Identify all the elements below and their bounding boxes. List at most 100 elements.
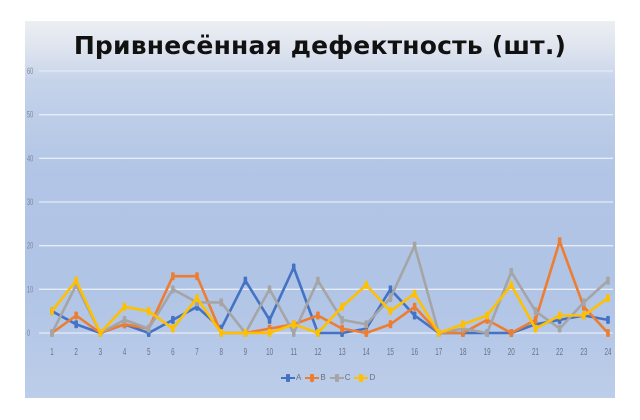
data-point <box>533 324 538 333</box>
data-point <box>243 329 248 337</box>
data-point <box>171 324 175 333</box>
x-tick-label: 18 <box>459 345 466 357</box>
data-point <box>582 311 586 320</box>
x-tick-label: 21 <box>532 345 539 357</box>
x-tick-label: 23 <box>580 345 587 357</box>
data-point <box>219 329 224 337</box>
legend: A B C D <box>281 373 375 382</box>
legend-item-d: D <box>354 373 375 382</box>
data-point <box>122 315 127 324</box>
x-tick-label: 16 <box>411 345 418 357</box>
series-d <box>50 276 610 337</box>
x-tick-label: 3 <box>99 345 103 357</box>
series-c <box>50 241 610 337</box>
data-point <box>557 311 562 320</box>
data-point <box>606 276 610 285</box>
legend-line-marker-icon <box>329 373 344 382</box>
data-point <box>316 311 320 320</box>
data-point <box>509 280 514 289</box>
data-point <box>291 263 296 272</box>
data-point <box>267 329 272 337</box>
data-point <box>291 329 296 337</box>
data-point <box>74 276 78 285</box>
legend-label: C <box>344 373 351 382</box>
legend-item-b: B <box>305 373 326 382</box>
x-tick-label: 7 <box>195 345 199 357</box>
y-tick-label: 0 <box>27 328 30 339</box>
y-axis-labels: 0 10 20 30 40 50 60 <box>27 66 33 339</box>
x-axis-labels: 1 2 3 4 5 6 7 8 9 10 11 12 13 14 15 16 17 18 19 20 21 22 23 24 <box>50 345 611 357</box>
data-point <box>146 324 151 333</box>
data-point <box>485 329 489 337</box>
data-point <box>219 298 224 307</box>
data-point <box>412 241 417 250</box>
data-point <box>340 315 344 324</box>
data-point <box>388 294 393 303</box>
x-tick-label: 10 <box>266 345 273 357</box>
legend-label: D <box>369 373 376 382</box>
x-tick-label: 9 <box>244 345 248 357</box>
data-point <box>195 272 199 281</box>
x-tick-label: 8 <box>219 345 223 357</box>
data-point <box>316 276 320 285</box>
data-point <box>195 294 199 303</box>
x-tick-label: 1 <box>50 345 54 357</box>
data-point <box>582 298 586 307</box>
x-tick-label: 2 <box>74 345 78 357</box>
data-point <box>146 307 151 316</box>
data-point <box>50 307 54 316</box>
data-point <box>557 237 562 246</box>
legend-item-a: A <box>281 373 301 382</box>
data-point <box>291 320 296 329</box>
x-tick-label: 5 <box>147 345 151 357</box>
x-tick-label: 13 <box>339 345 346 357</box>
x-tick-label: 11 <box>290 345 297 357</box>
x-tick-label: 6 <box>171 345 175 357</box>
data-point <box>388 320 393 329</box>
legend-label: B <box>320 373 326 382</box>
y-tick-label: 20 <box>27 240 33 251</box>
x-tick-label: 14 <box>363 345 370 357</box>
legend-item-c: C <box>329 373 351 382</box>
data-point <box>74 311 78 320</box>
legend-label: A <box>296 373 302 382</box>
legend-line-marker-icon <box>354 373 369 382</box>
data-point <box>171 285 175 294</box>
x-tick-label: 12 <box>314 345 321 357</box>
data-point <box>50 329 54 337</box>
data-point <box>388 285 393 294</box>
data-point <box>267 285 272 294</box>
data-point <box>74 320 78 329</box>
data-point <box>412 289 417 298</box>
gridlines <box>39 70 613 334</box>
y-tick-label: 10 <box>27 284 33 295</box>
data-point <box>485 311 489 320</box>
x-tick-label: 24 <box>605 345 612 357</box>
data-point <box>436 329 441 337</box>
data-point <box>243 276 248 285</box>
chart-title: Привнесённая дефектность (шт.) <box>73 31 567 60</box>
chart-area: Привнесённая дефектность (шт.) 0 10 20 30 40… <box>25 21 615 398</box>
data-point <box>364 320 369 329</box>
data-point <box>533 315 538 324</box>
data-point <box>606 315 610 324</box>
x-tick-label: 19 <box>484 345 491 357</box>
data-point <box>171 315 175 324</box>
data-point <box>509 329 514 337</box>
data-point <box>364 329 369 337</box>
data-point <box>412 302 417 311</box>
data-point <box>533 307 538 316</box>
x-tick-label: 15 <box>387 345 394 357</box>
data-point <box>606 329 610 337</box>
data-point <box>122 302 127 311</box>
data-point <box>509 267 514 276</box>
x-tick-label: 4 <box>123 345 127 357</box>
x-tick-label: 20 <box>508 345 515 357</box>
legend-line-marker-icon <box>305 373 320 382</box>
data-point <box>606 294 610 303</box>
data-point <box>340 324 344 333</box>
data-point <box>267 315 272 324</box>
y-tick-label: 30 <box>27 197 33 208</box>
x-tick-label: 22 <box>556 345 563 357</box>
